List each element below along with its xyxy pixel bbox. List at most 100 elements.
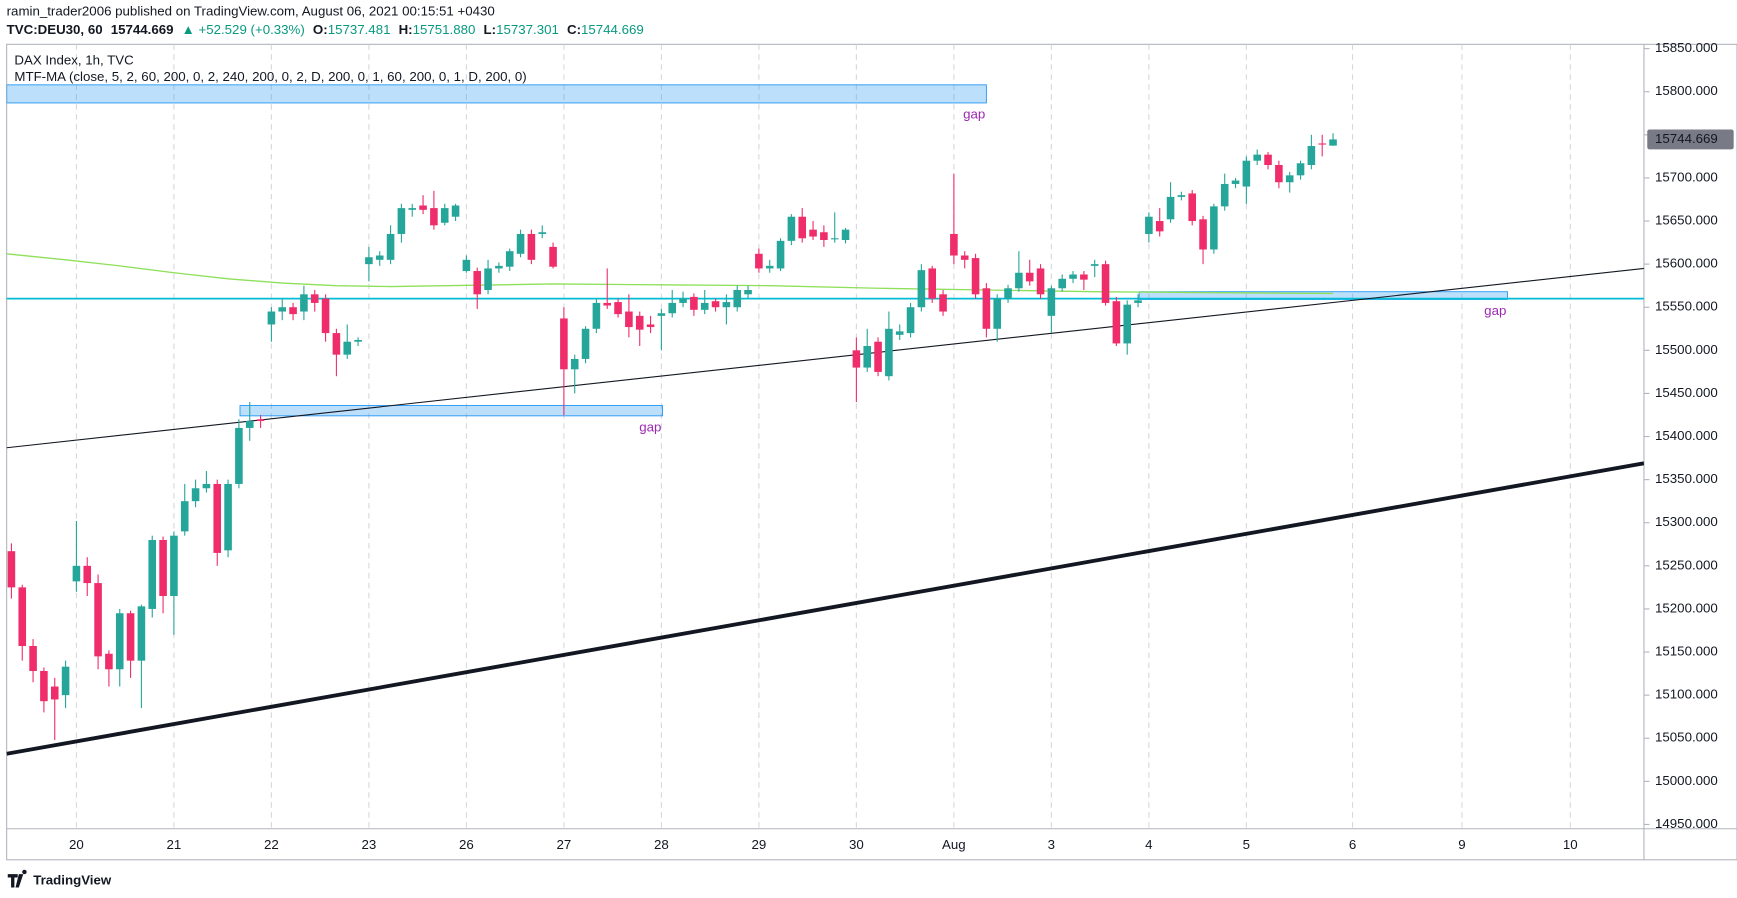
x-tick-label: 22: [264, 837, 279, 852]
candle-body: [1090, 264, 1099, 266]
candle-body: [1015, 272, 1023, 289]
candle-body: [1329, 139, 1337, 146]
candle-body: [603, 302, 612, 306]
candle-body: [267, 311, 276, 325]
candle-body: [1220, 183, 1229, 207]
candle-body: [1307, 146, 1316, 166]
candle-body: [625, 311, 633, 328]
y-tick-label: 15050.000: [1655, 730, 1718, 745]
gap-zone: [1138, 291, 1508, 300]
candle-body: [993, 298, 1002, 329]
c-value: 15744.669: [581, 21, 644, 36]
candle-body: [733, 289, 742, 308]
candle-body: [7, 551, 16, 588]
candle-body: [18, 587, 27, 647]
candle-body: [397, 208, 406, 234]
candle-body: [538, 232, 547, 234]
h-label: H:: [399, 21, 413, 36]
candle-body: [505, 251, 514, 267]
x-tick-label: 28: [654, 837, 669, 852]
x-tick-label: 4: [1145, 837, 1152, 852]
candle-body: [495, 265, 503, 269]
x-tick-label: 5: [1243, 837, 1250, 852]
author-line: ramin_trader2006 published on TradingVie…: [7, 4, 495, 19]
candle-body: [874, 341, 882, 372]
last-price-label: 15744.669: [1655, 131, 1718, 146]
candle-body: [755, 253, 763, 269]
gap-zone: [6, 84, 987, 104]
gap-zone: [239, 405, 663, 417]
y-tick-label: 15600.000: [1655, 256, 1718, 271]
brand: TradingView: [33, 872, 112, 887]
candle-body: [895, 331, 904, 335]
candle-body: [473, 271, 482, 295]
candle-body: [1166, 196, 1175, 220]
candle-body: [451, 205, 460, 217]
gap-label: gap: [639, 420, 661, 435]
candle-body: [40, 671, 48, 702]
candle-body: [690, 296, 698, 310]
c-label: C:: [567, 21, 581, 36]
candle-body: [94, 583, 102, 657]
candle-body: [809, 229, 817, 237]
candle-body: [1231, 180, 1240, 184]
y-tick-label: 15550.000: [1655, 299, 1718, 314]
candle-body: [646, 324, 655, 328]
candle-body: [1069, 274, 1077, 279]
candle-body: [191, 488, 200, 502]
x-tick-label: 23: [362, 837, 377, 852]
y-tick-label: 15850.000: [1655, 40, 1718, 55]
indicator-legend: MTF-MA (close, 5, 2, 60, 200, 0, 2, 240,…: [14, 69, 526, 84]
y-tick-label: 15200.000: [1655, 600, 1718, 615]
l-label: L:: [484, 21, 497, 36]
candle-body: [1177, 195, 1186, 197]
candle-body: [1264, 154, 1272, 166]
candle-body: [560, 318, 568, 370]
candle-body: [343, 341, 352, 355]
candle-body: [440, 208, 449, 223]
y-tick-label: 15250.000: [1655, 557, 1718, 572]
candle-body: [224, 483, 232, 551]
candle-body: [50, 686, 59, 700]
candle-body: [1210, 206, 1218, 250]
logo-icon: [7, 869, 27, 888]
candle-body: [1318, 143, 1326, 145]
candle-body: [278, 307, 287, 312]
candle-body: [105, 653, 113, 670]
candle-body: [170, 535, 178, 597]
y-tick-label: 15300.000: [1655, 514, 1718, 529]
candle-body: [1296, 163, 1305, 176]
candle-body: [1080, 274, 1088, 280]
x-tick-label: 20: [69, 837, 84, 852]
candle-body: [1145, 216, 1153, 234]
candle-body: [581, 328, 590, 359]
candle-body: [700, 302, 709, 310]
candle-body: [1275, 165, 1283, 183]
candle-body: [787, 216, 796, 241]
candle-body: [917, 270, 926, 308]
candle-body: [256, 419, 265, 422]
candle-body: [332, 333, 341, 355]
x-tick-label: 27: [557, 837, 572, 852]
symbol: TVC:DEU30, 60: [7, 21, 103, 36]
x-tick-label: 10: [1563, 837, 1578, 852]
candle-body: [592, 302, 601, 329]
candle-body: [1199, 219, 1207, 250]
moving-average: [6, 253, 1334, 295]
candle-body: [776, 240, 785, 269]
gap-label: gap: [963, 107, 985, 122]
candle-body: [235, 427, 243, 484]
candle-body: [61, 666, 70, 696]
frame: [6, 43, 1737, 861]
y-tick-label: 15650.000: [1655, 213, 1718, 228]
y-tick-label: 14950.000: [1655, 816, 1718, 831]
candle-body: [711, 301, 720, 308]
candle-body: [679, 298, 687, 303]
candle-body: [657, 313, 666, 316]
candle-body: [1188, 193, 1197, 222]
candle-body: [928, 268, 937, 299]
last-price-box: [1647, 129, 1734, 150]
candle-body: [365, 257, 373, 265]
change: ▲ +52.529 (+0.33%): [182, 21, 305, 36]
candle-body: [830, 238, 839, 240]
